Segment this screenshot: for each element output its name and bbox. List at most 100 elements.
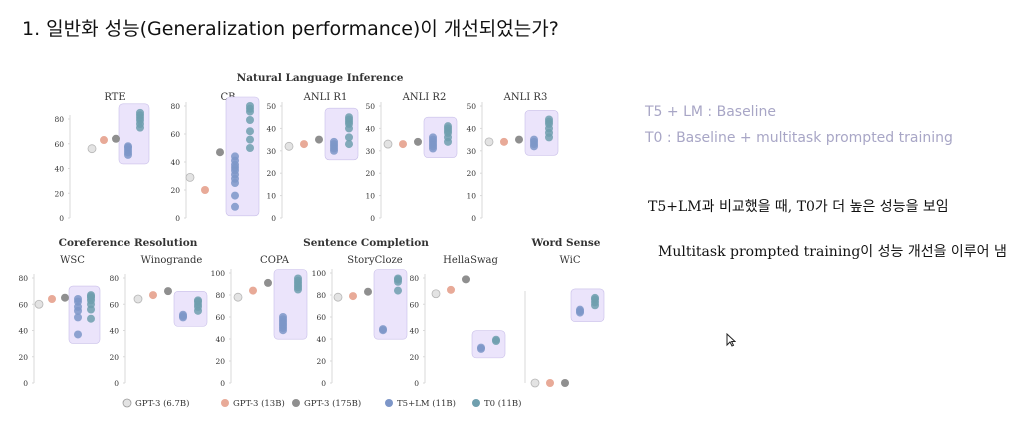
point-t0 xyxy=(136,108,144,117)
panel-anli-r1: ANLI R1 0 10 20 30 40 50 xyxy=(266,92,359,223)
panel-title: Winogrande xyxy=(141,255,203,266)
highlight-box xyxy=(118,103,150,165)
y-tick-label: 10 xyxy=(466,192,476,201)
point-gpt3-6-7b xyxy=(133,294,143,304)
panel-title: COPA xyxy=(260,255,290,266)
point-gpt3-175b xyxy=(462,275,470,284)
y-tick-label: 60 xyxy=(170,130,180,139)
point-t5lm xyxy=(74,295,82,303)
results-chart: Natural Language Inference Coreference Re… xyxy=(18,72,605,409)
point-gpt3-175b xyxy=(216,148,224,157)
point-t5lm xyxy=(530,135,538,144)
highlight-box xyxy=(570,288,605,322)
point-t0 xyxy=(87,314,95,323)
y-tick-label: 10 xyxy=(365,192,375,201)
point-t5lm xyxy=(74,330,82,339)
y-tick-label: 60 xyxy=(409,300,419,309)
y-tick-label: 60 xyxy=(109,300,119,309)
highlight-box xyxy=(173,291,208,327)
point-gpt3-13b xyxy=(349,292,357,301)
point-gpt3-6-7b xyxy=(87,144,97,154)
y-tick-label: 60 xyxy=(215,313,225,322)
point-gpt3-13b xyxy=(500,137,508,146)
panel-wsc: WSC 0 20 40 60 80 xyxy=(18,255,101,388)
legend-label: T0 (11B) xyxy=(484,398,521,409)
y-tick-label: 50 xyxy=(466,102,476,111)
y-tick-label: 40 xyxy=(365,124,375,133)
y-tick-label: 40 xyxy=(18,327,28,336)
y-tick-label: 40 xyxy=(466,124,476,133)
point-t0 xyxy=(246,102,254,110)
point-gpt3-175b xyxy=(515,135,523,144)
y-tick-label: 80 xyxy=(170,102,180,111)
y-tick-label: 0 xyxy=(271,214,276,223)
point-gpt3-13b xyxy=(447,285,455,294)
mouse-cursor-icon xyxy=(726,333,736,347)
point-t5lm xyxy=(330,137,338,146)
y-tick-label: 40 xyxy=(266,124,276,133)
point-t0 xyxy=(246,116,254,124)
y-tick-label: 30 xyxy=(466,147,476,156)
legend-marker xyxy=(472,399,480,407)
point-gpt3-175b xyxy=(112,134,120,143)
y-tick-label: 0 xyxy=(370,214,375,223)
panel-winogrande: Winogrande 0 20 40 60 80 xyxy=(109,255,208,388)
point-gpt3-6-7b xyxy=(383,139,393,149)
legend-label: GPT-3 (13B) xyxy=(233,398,285,409)
panel-title: WSC xyxy=(60,255,85,266)
highlight-box xyxy=(524,110,559,156)
point-gpt3-13b xyxy=(546,379,554,387)
point-t0 xyxy=(444,122,452,131)
y-tick-label: 20 xyxy=(316,357,326,366)
y-tick-label: 0 xyxy=(414,379,419,388)
point-gpt3-13b xyxy=(100,136,108,145)
highlight-box xyxy=(471,330,506,359)
point-gpt3-13b xyxy=(249,286,257,295)
t0-note: T0 : Baseline + multitask prompted train… xyxy=(645,130,953,146)
y-tick-label: 0 xyxy=(59,214,64,223)
point-gpt3-6-7b xyxy=(185,172,195,182)
panel-title: StoryCloze xyxy=(347,255,402,266)
point-t0 xyxy=(246,144,254,152)
point-gpt3-13b xyxy=(48,295,56,303)
y-tick-label: 80 xyxy=(316,291,326,300)
y-tick-label: 40 xyxy=(316,335,326,344)
point-t0 xyxy=(545,115,553,124)
legend-label: T5+LM (11B) xyxy=(397,398,456,409)
highlight-box xyxy=(423,116,458,158)
point-gpt3-175b xyxy=(364,287,372,296)
point-t5lm xyxy=(231,152,239,161)
panel-storycloze: StoryCloze 0 20 40 60 80 100 xyxy=(312,255,408,388)
point-t0 xyxy=(294,274,302,283)
point-gpt3-13b xyxy=(201,186,209,194)
panel-wic: WiC xyxy=(524,255,605,388)
highlight-box xyxy=(273,269,308,340)
point-gpt3-6-7b xyxy=(333,292,343,302)
panel-title: HellaSwag xyxy=(443,255,498,266)
y-tick-label: 60 xyxy=(54,140,64,149)
y-tick-label: 80 xyxy=(54,115,64,124)
point-t0 xyxy=(246,135,254,144)
y-tick-label: 30 xyxy=(365,147,375,156)
legend-label: GPT-3 (6.7B) xyxy=(135,398,189,409)
point-t0 xyxy=(345,133,353,142)
panel-anli-r2: ANLI R2 0 10 20 30 40 50 xyxy=(365,92,458,223)
point-gpt3-6-7b xyxy=(530,378,540,388)
point-t5lm xyxy=(124,142,132,151)
point-t5lm xyxy=(429,133,437,142)
y-tick-label: 50 xyxy=(365,102,375,111)
point-t0 xyxy=(591,293,599,302)
point-t5lm xyxy=(279,313,287,321)
legend-marker xyxy=(122,398,132,408)
conclusion-text: Multitask prompted training이 성능 개선을 이루어 … xyxy=(658,244,1007,260)
group-title: Natural Language Inference xyxy=(237,72,404,84)
point-gpt3-175b xyxy=(414,137,422,146)
y-tick-label: 0 xyxy=(23,379,28,388)
panel-hellaswag: HellaSwag 0 20 40 60 80 xyxy=(409,255,506,388)
panel-title: ANLI R3 xyxy=(503,92,548,103)
point-gpt3-6-7b xyxy=(484,137,494,147)
point-gpt3-6-7b xyxy=(431,289,441,299)
y-tick-label: 80 xyxy=(109,274,119,283)
point-t5lm xyxy=(179,310,187,319)
group-title: Word Sense xyxy=(531,237,601,249)
